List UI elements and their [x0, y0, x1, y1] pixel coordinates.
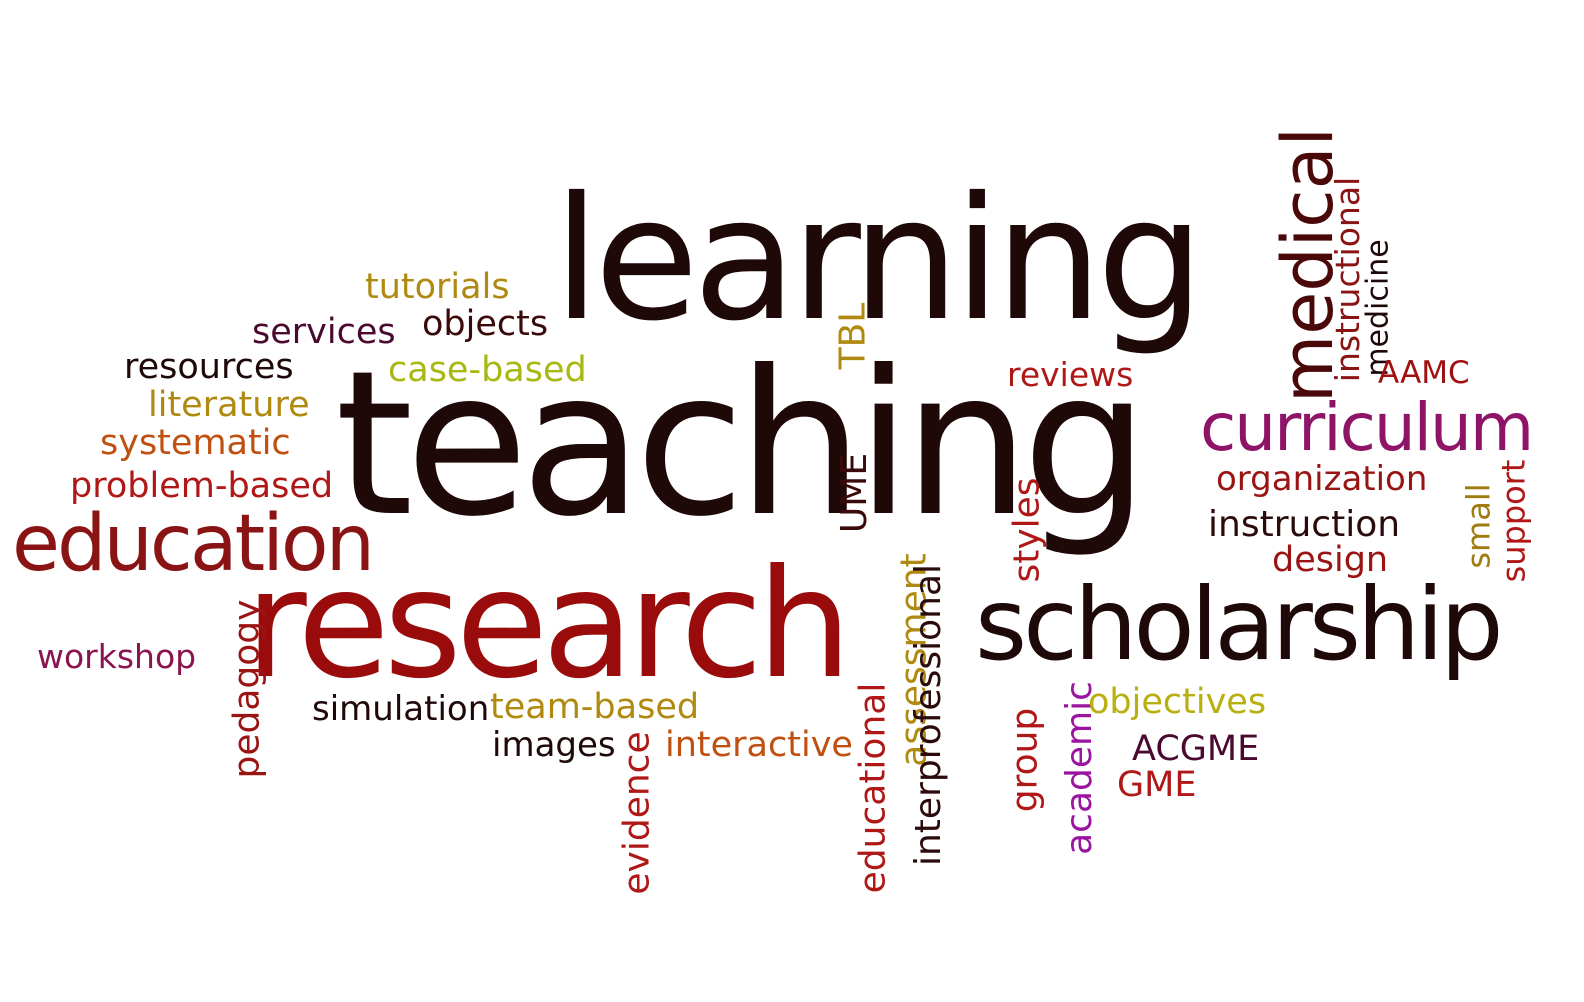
- word-organization: organization: [1216, 459, 1428, 499]
- word-instruction: instruction: [1208, 504, 1401, 545]
- word-support: support: [1494, 459, 1533, 583]
- word-aamc: AAMC: [1378, 355, 1470, 391]
- word-acgme: ACGME: [1132, 729, 1260, 769]
- word-evidence: evidence: [616, 731, 658, 895]
- word-interprofessional: interprofessional: [908, 563, 950, 867]
- word-scholarship: scholarship: [975, 566, 1504, 683]
- word-ume: UME: [834, 452, 876, 534]
- word-educational: educational: [852, 682, 894, 894]
- word-objects: objects: [422, 304, 549, 344]
- word-pedagogy: pedagogy: [226, 599, 268, 779]
- word-tbl: TBL: [832, 302, 874, 370]
- word-interactive: interactive: [665, 725, 853, 765]
- word-design: design: [1272, 540, 1389, 580]
- word-reviews: reviews: [1007, 355, 1134, 394]
- word-images: images: [492, 725, 616, 765]
- word-objectives: objectives: [1088, 682, 1267, 722]
- word-tutorials: tutorials: [365, 267, 510, 307]
- word-instructional: instructional: [1328, 176, 1368, 383]
- word-gme: GME: [1117, 765, 1197, 805]
- word-teaching: teaching: [335, 328, 1149, 561]
- word-simulation: simulation: [312, 689, 490, 729]
- word-systematic: systematic: [100, 423, 291, 463]
- word-workshop: workshop: [37, 637, 197, 676]
- word-resources: resources: [124, 347, 294, 387]
- word-problem-based: problem-based: [70, 466, 334, 506]
- word-education: education: [12, 499, 375, 589]
- word-curriculum: curriculum: [1200, 389, 1534, 466]
- word-research: research: [245, 538, 852, 712]
- word-team-based: team-based: [490, 687, 700, 727]
- word-group: group: [1004, 707, 1046, 813]
- word-services: services: [252, 312, 396, 352]
- word-literature: literature: [148, 385, 310, 425]
- word-case-based: case-based: [388, 350, 587, 390]
- word-styles: styles: [1006, 477, 1048, 583]
- word-learning: learning: [553, 161, 1205, 359]
- word-small: small: [1459, 483, 1498, 569]
